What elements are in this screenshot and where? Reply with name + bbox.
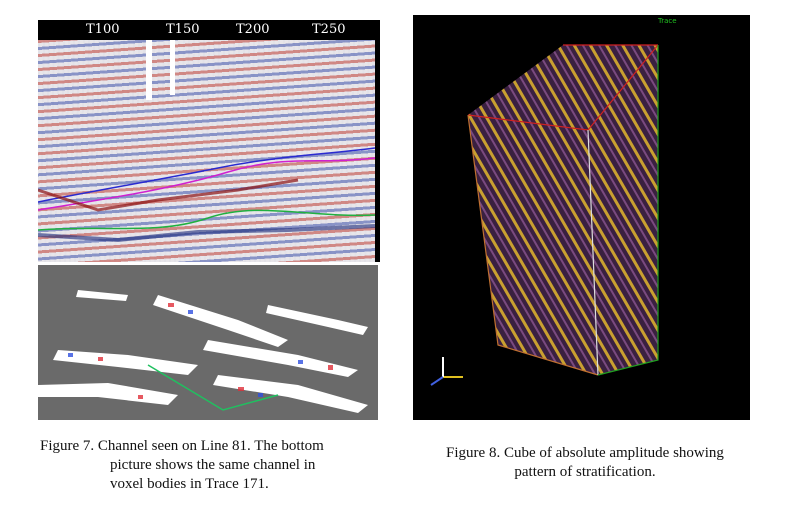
cube-edge (597, 45, 659, 376)
caption-line: pattern of stratification. (514, 464, 656, 480)
axis-label: Trace (657, 17, 677, 25)
trace-label: T200 (236, 22, 270, 37)
voxel-image (38, 265, 378, 420)
trace-label: T150 (166, 22, 200, 37)
caption-line: voxel bodies in Trace 171. (110, 476, 269, 492)
border (375, 40, 380, 262)
figure8-caption: Figure 8. Cube of absolute amplitude sho… (410, 444, 760, 482)
figure7-caption: Figure 7. Channel seen on Line 81. The b… (40, 437, 400, 494)
horizon (38, 147, 376, 203)
seismic-header: T100 T150 T200 T250 (38, 20, 380, 40)
trace-label: T100 (86, 22, 120, 37)
caption-line: Figure 7. Channel seen on Line 81. The b… (40, 438, 324, 454)
compass (430, 357, 463, 386)
voxels (98, 303, 333, 399)
trace-label: T250 (312, 22, 346, 37)
seismic-overlay (38, 40, 380, 262)
gap (170, 40, 175, 95)
seismic-section (38, 40, 375, 262)
horizon (38, 157, 376, 211)
caption-line: picture shows the same channel in (110, 457, 316, 473)
voxels (38, 290, 368, 413)
event (38, 224, 376, 243)
channel-line (147, 364, 279, 411)
gap (146, 40, 152, 100)
cube-volume (468, 45, 658, 375)
horizon (38, 209, 376, 231)
cube-edge (467, 114, 599, 376)
cube-edge (587, 129, 599, 376)
event (38, 178, 299, 212)
caption-line: Figure 8. Cube of absolute amplitude sho… (446, 445, 724, 461)
cube-image: Trace (413, 15, 750, 420)
voxels (68, 310, 303, 397)
